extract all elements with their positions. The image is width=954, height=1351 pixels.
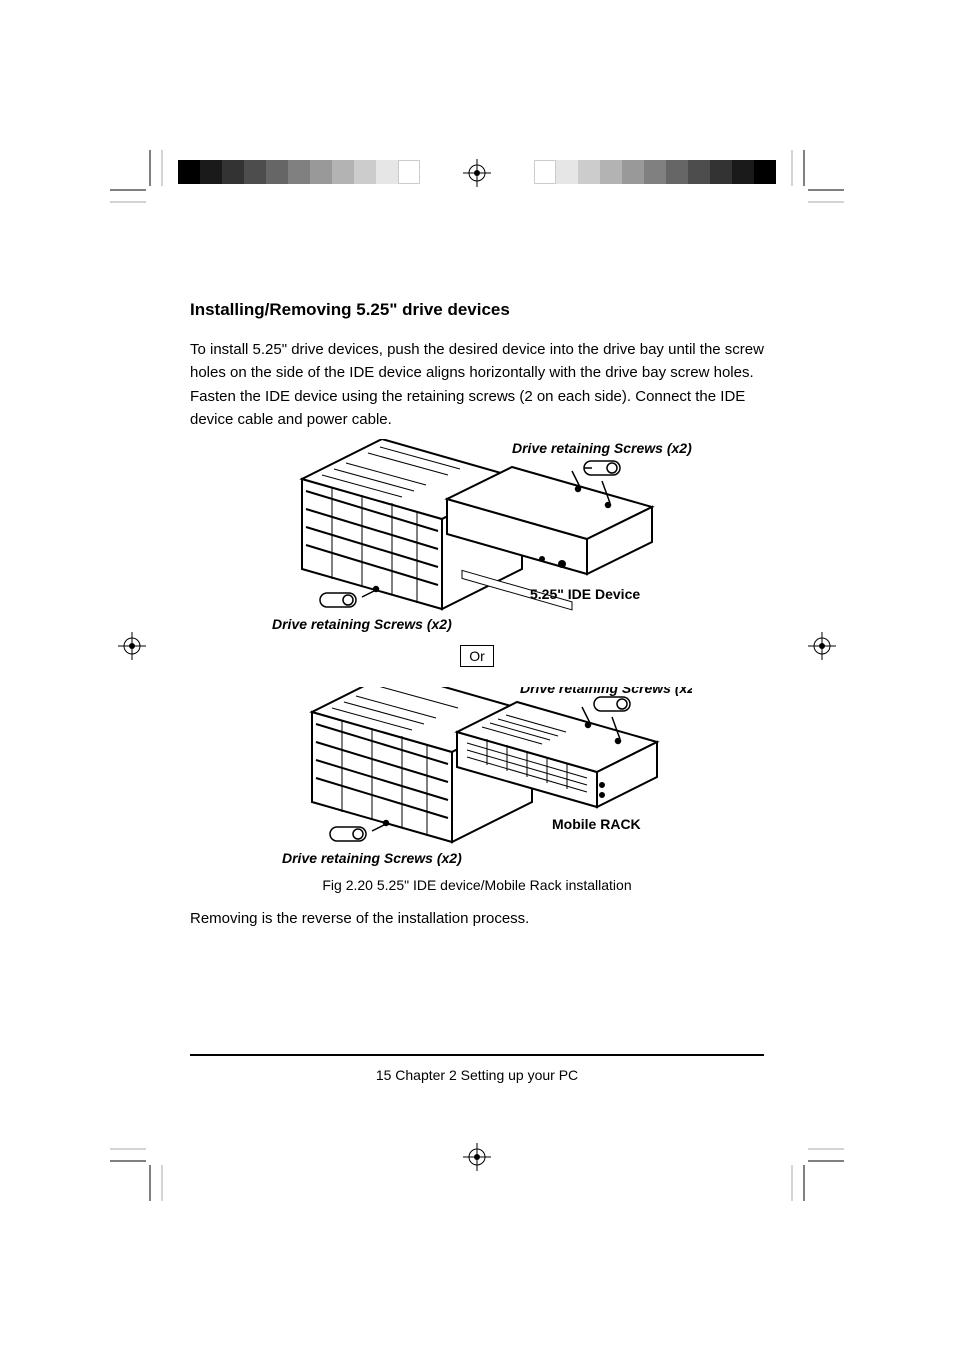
footer-rule	[190, 1054, 764, 1056]
greyscale-swatch	[556, 160, 578, 184]
or-separator: Or	[190, 639, 764, 681]
greyscale-swatch	[244, 160, 266, 184]
greyscale-swatch	[644, 160, 666, 184]
greyscale-swatch	[578, 160, 600, 184]
figure-ide-device: Drive retaining Screws (x2) Drive retain…	[190, 439, 764, 637]
page: Installing/Removing 5.25" drive devices …	[0, 0, 954, 1351]
paragraph-1: To install 5.25" drive devices, push the…	[190, 338, 764, 431]
registration-mark-bottom	[463, 1143, 491, 1171]
greyscale-swatch	[710, 160, 732, 184]
greyscale-swatch	[222, 160, 244, 184]
greyscale-swatch	[310, 160, 332, 184]
registration-mark-left	[118, 632, 146, 660]
greyscale-swatch	[600, 160, 622, 184]
registration-mark-top	[463, 159, 491, 187]
crop-mark-bottom-right	[788, 1145, 844, 1201]
section-title: Installing/Removing 5.25" drive devices	[190, 300, 764, 320]
screw-icons-left	[320, 587, 379, 608]
figure-mobile-rack: Drive retaining Screws (x2) Drive retain…	[190, 687, 764, 867]
greyscale-swatch	[732, 160, 754, 184]
crop-mark-bottom-left	[110, 1145, 166, 1201]
label-screws-right-2: Drive retaining Screws (x2)	[520, 687, 692, 696]
greyscale-swatch	[288, 160, 310, 184]
greyscale-swatch	[376, 160, 398, 184]
greyscale-swatch	[666, 160, 688, 184]
footer-text: 15 Chapter 2 Setting up your PC	[190, 1067, 764, 1083]
figure-caption: Fig 2.20 5.25" IDE device/Mobile Rack in…	[190, 877, 764, 893]
label-screws-right: Drive retaining Screws (x2)	[512, 440, 692, 456]
greyscale-swatch	[754, 160, 776, 184]
or-label: Or	[460, 645, 494, 667]
greyscale-swatch	[354, 160, 376, 184]
greyscale-swatch	[332, 160, 354, 184]
greyscale-swatch	[534, 160, 556, 184]
paragraph-2: Removing is the reverse of the installat…	[190, 907, 764, 930]
label-device: 5.25" IDE Device	[530, 586, 640, 602]
greyscale-swatch	[266, 160, 288, 184]
label-screws-left: Drive retaining Screws (x2)	[272, 616, 452, 632]
label-mobile-rack: Mobile RACK	[552, 816, 641, 832]
greyscale-swatch	[398, 160, 420, 184]
greyscale-swatch	[688, 160, 710, 184]
greyscale-swatch	[622, 160, 644, 184]
greyscale-swatch	[200, 160, 222, 184]
crop-mark-top-left	[110, 150, 166, 206]
greyscale-swatch	[178, 160, 200, 184]
content-area: Installing/Removing 5.25" drive devices …	[190, 300, 764, 1091]
crop-mark-top-right	[788, 150, 844, 206]
label-screws-left-2: Drive retaining Screws (x2)	[282, 850, 462, 866]
greyscale-bar-right	[534, 160, 776, 184]
greyscale-bar-left	[178, 160, 420, 184]
registration-mark-right	[808, 632, 836, 660]
